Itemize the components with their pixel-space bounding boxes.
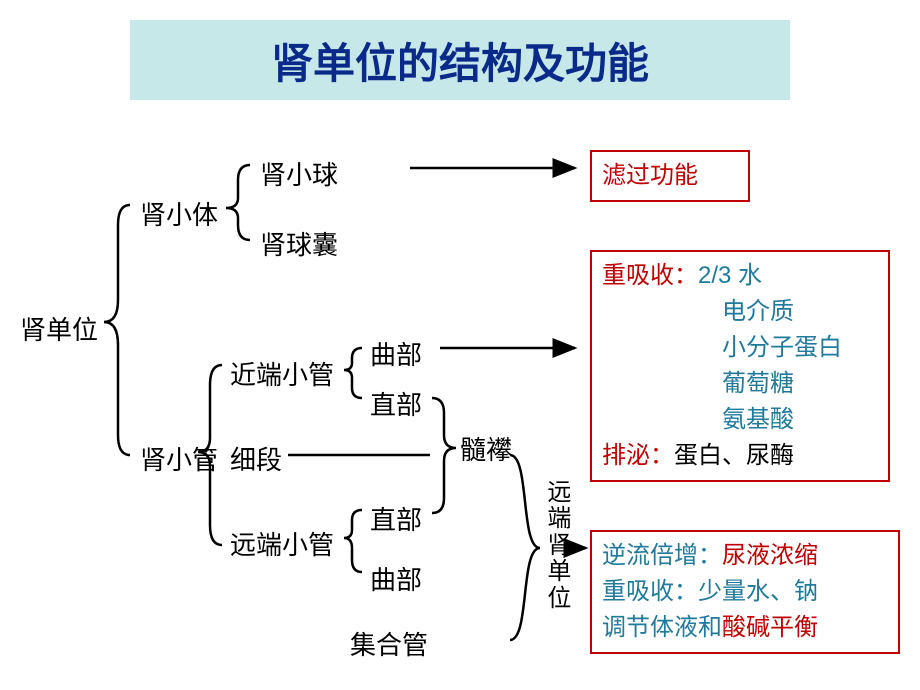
node-thin: 细段 (230, 440, 282, 477)
box-reabsorb: 重吸收：2/3 水 电介质 小分子蛋白 葡萄糖 氨基酸排泌：蛋白、尿酶 (590, 250, 890, 482)
box-line: 葡萄糖 (602, 366, 878, 402)
box-line: 调节体液和酸碱平衡 (602, 610, 888, 646)
box-line: 排泌：蛋白、尿酶 (602, 438, 878, 474)
box-counter: 逆流倍增：尿液浓缩重吸收：少量水、钠调节体液和酸碱平衡 (590, 530, 900, 654)
node-collecting: 集合管 (350, 625, 428, 662)
bracket-loop (432, 398, 456, 513)
box-line: 逆流倍增：尿液浓缩 (602, 538, 888, 574)
bracket-dist (344, 510, 362, 572)
node-proximal: 近端小管 (230, 355, 334, 392)
node-distal: 远端小管 (230, 525, 334, 562)
node-corpuscle: 肾小体 (140, 195, 218, 232)
node-dist-conv: 曲部 (370, 560, 422, 597)
node-prox-conv: 曲部 (370, 335, 422, 372)
box-line: 小分子蛋白 (602, 330, 878, 366)
node-loop: 髓襻 (460, 430, 512, 467)
box-filter: 滤过功能 (590, 150, 750, 202)
node-tubule: 肾小管 (140, 440, 218, 477)
node-bowman: 肾球囊 (260, 225, 338, 262)
node-glomerulus: 肾小球 (260, 155, 338, 192)
box-line: 电介质 (602, 294, 878, 330)
title-text: 肾单位的结构及功能 (271, 30, 649, 91)
box-line: 滤过功能 (602, 158, 738, 194)
node-prox-str: 直部 (370, 385, 422, 422)
box-line: 重吸收：少量水、钠 (602, 574, 888, 610)
bracket-root (104, 205, 130, 455)
box-line: 氨基酸 (602, 402, 878, 438)
box-line: 重吸收：2/3 水 (602, 258, 878, 294)
node-dist-str: 直部 (370, 500, 422, 537)
node-root: 肾单位 (20, 310, 98, 347)
bracket-prox (344, 348, 362, 398)
bracket-corp (226, 165, 250, 240)
title-bar: 肾单位的结构及功能 (130, 20, 790, 100)
bracket-distunit (510, 455, 540, 640)
node-distal-unit: 远端肾单位 (545, 480, 574, 612)
